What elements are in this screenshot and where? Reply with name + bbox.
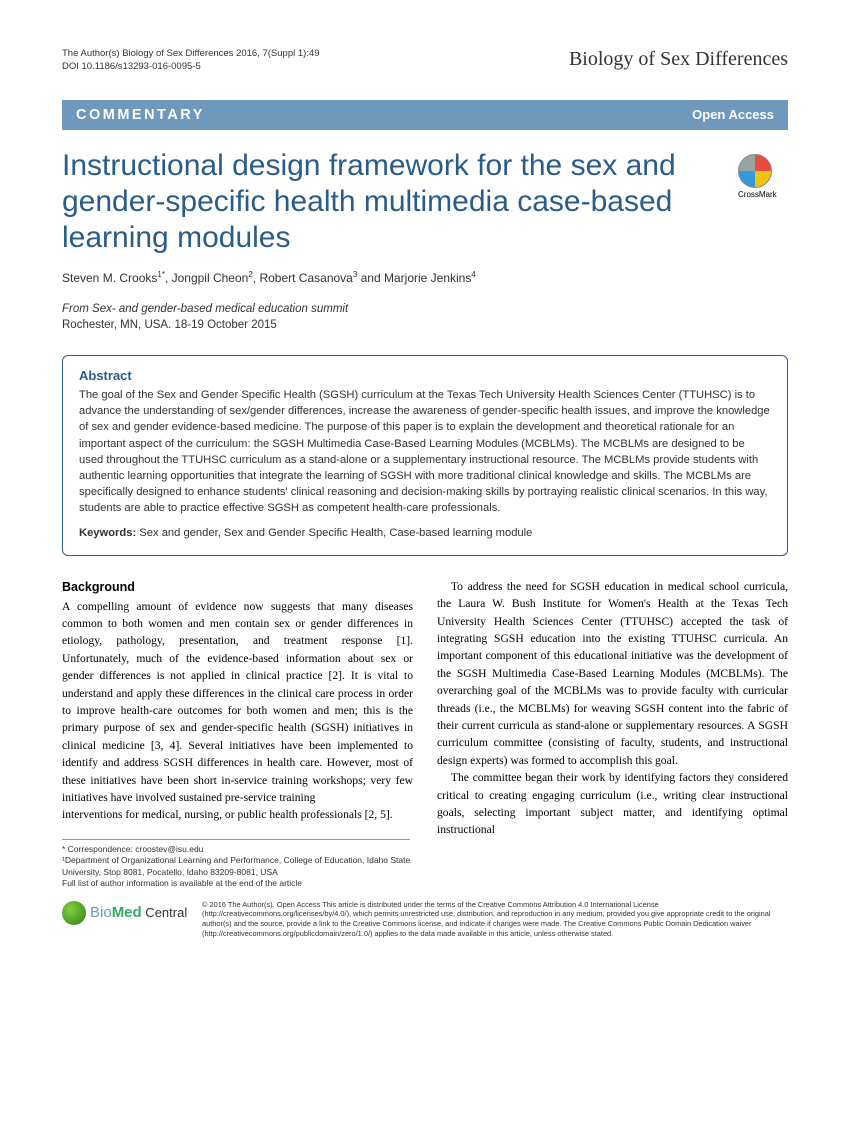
title-row: Instructional design framework for the s… [62,148,788,270]
doi-line: DOI 10.1186/s13293-016-0095-5 [62,61,320,74]
biomed-central-logo: BioMed Central [62,900,192,926]
article-type-banner: COMMENTARY Open Access [62,100,788,130]
crossmark-label: CrossMark [738,190,777,199]
author-list: Steven M. Crooks1*, Jongpil Cheon2, Robe… [62,270,788,285]
open-access-label: Open Access [692,107,774,122]
article-title: Instructional design framework for the s… [62,148,726,256]
keywords-list: Sex and gender, Sex and Gender Specific … [136,527,532,539]
correspondence-affiliation: ¹Department of Organizational Learning a… [62,855,410,878]
license-footer: BioMed Central © 2016 The Author(s). Ope… [62,900,788,939]
body-columns: Background A compelling amount of eviden… [62,578,788,839]
correspondence-note: Full list of author information is avail… [62,878,410,889]
bmc-circle-icon [62,901,86,925]
conference-location: Rochester, MN, USA. 18-19 October 2015 [62,317,788,333]
conference-name: From Sex- and gender-based medical educa… [62,301,788,317]
body-paragraph: The committee began their work by identi… [437,769,788,839]
license-text: © 2016 The Author(s). Open Access This a… [202,900,788,939]
keywords-label: Keywords: [79,527,136,539]
article-type-label: COMMENTARY [76,107,205,123]
abstract-text: The goal of the Sex and Gender Specific … [79,387,771,517]
conference-info: From Sex- and gender-based medical educa… [62,301,788,333]
body-paragraph: A compelling amount of evidence now sugg… [62,598,413,807]
abstract-box: Abstract The goal of the Sex and Gender … [62,355,788,556]
crossmark-icon [738,154,772,188]
journal-name: Biology of Sex Differences [569,48,788,71]
keywords-line: Keywords: Sex and gender, Sex and Gender… [79,525,771,541]
header-meta: The Author(s) Biology of Sex Differences… [62,48,788,74]
citation-line: The Author(s) Biology of Sex Differences… [62,48,320,61]
page: The Author(s) Biology of Sex Differences… [0,0,850,968]
bmc-logo-text: BioMed Central [90,903,187,923]
correspondence-email: * Correspondence: croostev@isu.edu [62,844,410,855]
body-paragraph: To address the need for SGSH education i… [437,578,788,769]
section-heading-background: Background [62,578,413,597]
correspondence-block: * Correspondence: croostev@isu.edu ¹Depa… [62,839,410,890]
crossmark-badge[interactable]: CrossMark [738,154,788,199]
citation-meta: The Author(s) Biology of Sex Differences… [62,48,320,74]
body-paragraph: interventions for medical, nursing, or p… [62,806,413,823]
abstract-heading: Abstract [79,368,771,383]
